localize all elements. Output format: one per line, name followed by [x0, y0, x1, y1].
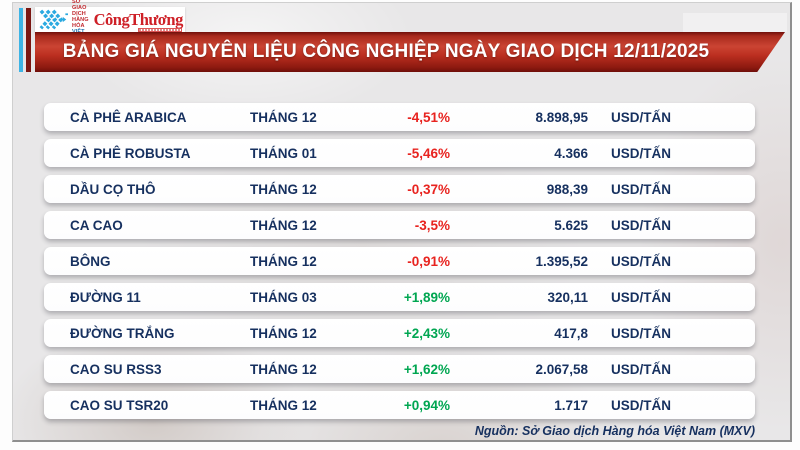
- mxv-logo-line2: HÀNG HÓA: [72, 16, 89, 29]
- change-percent: +0,94%: [403, 397, 450, 413]
- price-table: CÀ PHÊ ARABICA THÁNG 12 -4,51% 8.898,95 …: [44, 103, 755, 419]
- background-sheen: [683, 13, 787, 32]
- table-row: CÀ PHÊ ARABICA THÁNG 12 -4,51% 8.898,95 …: [44, 103, 755, 131]
- contract-month: THÁNG 12: [250, 397, 317, 413]
- commodity-name: CAO SU TSR20: [70, 397, 169, 413]
- contract-month: THÁNG 12: [250, 217, 317, 233]
- price-unit: USD/TẤN: [611, 397, 671, 413]
- price-value: 8.898,95: [535, 109, 588, 125]
- commodity-name: ĐƯỜNG TRẮNG: [70, 325, 175, 341]
- price-value: 2.067,58: [535, 361, 588, 377]
- price-unit: USD/TẤN: [611, 145, 671, 161]
- table-row: ĐƯỜNG 11 THÁNG 03 +1,89% 320,11 USD/TẤN: [44, 283, 755, 311]
- contract-month: THÁNG 12: [250, 253, 317, 269]
- mxv-chevrons-icon: [39, 9, 68, 30]
- contract-month: THÁNG 12: [250, 325, 317, 341]
- price-unit: USD/TẤN: [611, 217, 671, 233]
- contract-month: THÁNG 12: [250, 181, 317, 197]
- commodity-name: ĐƯỜNG 11: [70, 289, 141, 305]
- price-value: 988,39: [546, 181, 588, 197]
- contract-month: THÁNG 12: [250, 109, 317, 125]
- table-row: BÔNG THÁNG 12 -0,91% 1.395,52 USD/TẤN: [44, 247, 755, 275]
- table-row: CA CAO THÁNG 12 -3,5% 5.625 USD/TẤN: [44, 211, 755, 239]
- price-value: 4.366: [554, 145, 588, 161]
- commodity-name: DẦU CỌ THÔ: [70, 181, 156, 197]
- table-row: ĐƯỜNG TRẮNG THÁNG 12 +2,43% 417,8 USD/TẤ…: [44, 319, 755, 347]
- cong-thuong-tagline: [137, 27, 182, 32]
- commodity-name: CÀ PHÊ ROBUSTA: [70, 145, 191, 161]
- contract-month: THÁNG 01: [250, 145, 317, 161]
- change-percent: -3,5%: [414, 217, 450, 233]
- change-percent: -0,37%: [407, 181, 450, 197]
- change-percent: +1,89%: [403, 289, 450, 305]
- change-percent: -5,46%: [407, 145, 450, 161]
- price-unit: USD/TẤN: [611, 253, 671, 269]
- logo-plate: SỞ GIAO DỊCH HÀNG HÓA VIỆT NAM CôngThươn…: [35, 0, 185, 41]
- change-percent: +1,62%: [403, 361, 450, 377]
- commodity-name: CÀ PHÊ ARABICA: [70, 109, 187, 125]
- accent-stripe-blue: [19, 8, 23, 72]
- change-percent: -4,51%: [407, 109, 450, 125]
- price-unit: USD/TẤN: [611, 361, 671, 377]
- commodity-name: CA CAO: [70, 217, 123, 233]
- contract-month: THÁNG 03: [250, 289, 317, 305]
- price-value: 1.395,52: [535, 253, 588, 269]
- change-percent: +2,43%: [403, 325, 450, 341]
- title-banner: BẢNG GIÁ NGUYÊN LIỆU CÔNG NGHIỆP NGÀY GI…: [35, 32, 785, 72]
- table-row: CÀ PHÊ ROBUSTA THÁNG 01 -5,46% 4.366 USD…: [44, 139, 755, 167]
- price-unit: USD/TẤN: [611, 181, 671, 197]
- contract-month: THÁNG 12: [250, 361, 317, 377]
- change-percent: -0,91%: [407, 253, 450, 269]
- table-row: CAO SU RSS3 THÁNG 12 +1,62% 2.067,58 USD…: [44, 355, 755, 383]
- price-unit: USD/TẤN: [611, 109, 671, 125]
- price-value: 417,8: [554, 325, 588, 341]
- price-value: 320,11: [547, 289, 588, 305]
- commodity-name: CAO SU RSS3: [70, 361, 162, 377]
- price-unit: USD/TẤN: [611, 289, 671, 305]
- price-unit: USD/TẤN: [611, 325, 671, 341]
- table-row: DẦU CỌ THÔ THÁNG 12 -0,37% 988,39 USD/TẤ…: [44, 175, 755, 203]
- commodity-name: BÔNG: [70, 253, 111, 269]
- table-row: CAO SU TSR20 THÁNG 12 +0,94% 1.717 USD/T…: [44, 391, 755, 419]
- page-title: BẢNG GIÁ NGUYÊN LIỆU CÔNG NGHIỆP NGÀY GI…: [62, 41, 710, 62]
- price-value: 5.625: [554, 217, 588, 233]
- mxv-logo-line1: SỞ GIAO DỊCH: [72, 0, 87, 17]
- cong-thuong-logo: CôngThương: [93, 9, 184, 32]
- accent-stripe-red: [26, 8, 31, 72]
- price-value: 1.717: [554, 397, 588, 413]
- cong-thuong-logo-text: CôngThương: [93, 9, 184, 29]
- source-note: Nguồn: Sở Giao dịch Hàng hóa Việt Nam (M…: [474, 424, 755, 438]
